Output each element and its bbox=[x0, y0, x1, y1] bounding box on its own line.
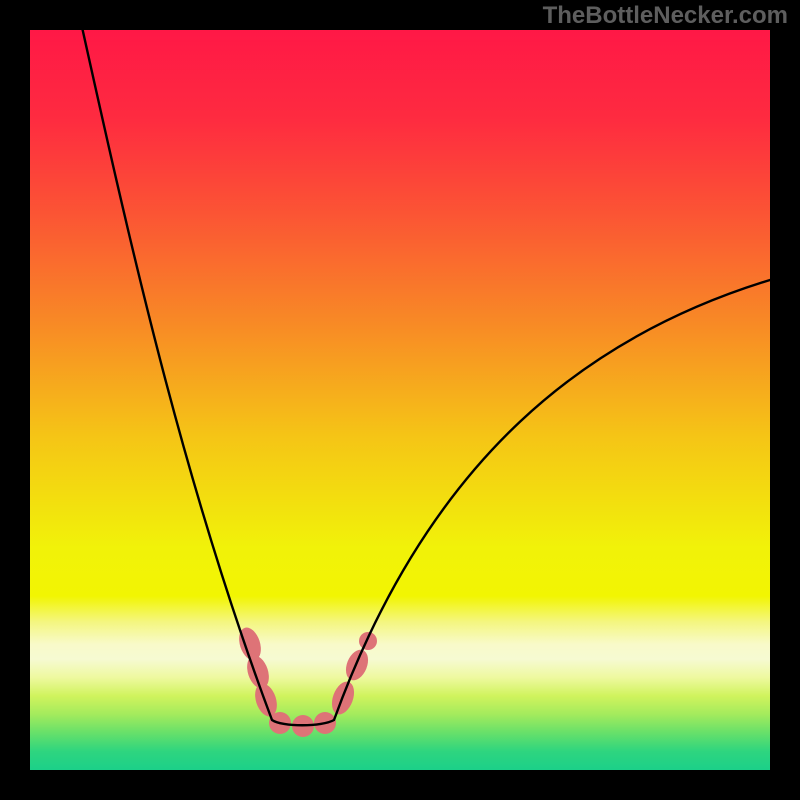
watermark-text: TheBottleNecker.com bbox=[543, 2, 788, 30]
plot-background bbox=[30, 30, 770, 770]
bottleneck-chart bbox=[0, 0, 800, 800]
curve-marker bbox=[359, 632, 377, 650]
